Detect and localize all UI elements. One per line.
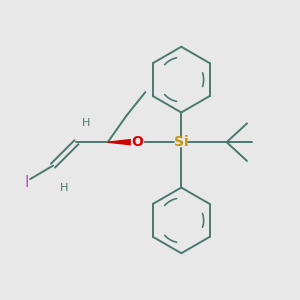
Text: O: O bbox=[131, 135, 143, 149]
Text: Si: Si bbox=[174, 135, 189, 149]
Text: H: H bbox=[60, 182, 68, 193]
Polygon shape bbox=[108, 139, 136, 145]
Text: I: I bbox=[24, 176, 29, 190]
Text: H: H bbox=[82, 118, 90, 128]
